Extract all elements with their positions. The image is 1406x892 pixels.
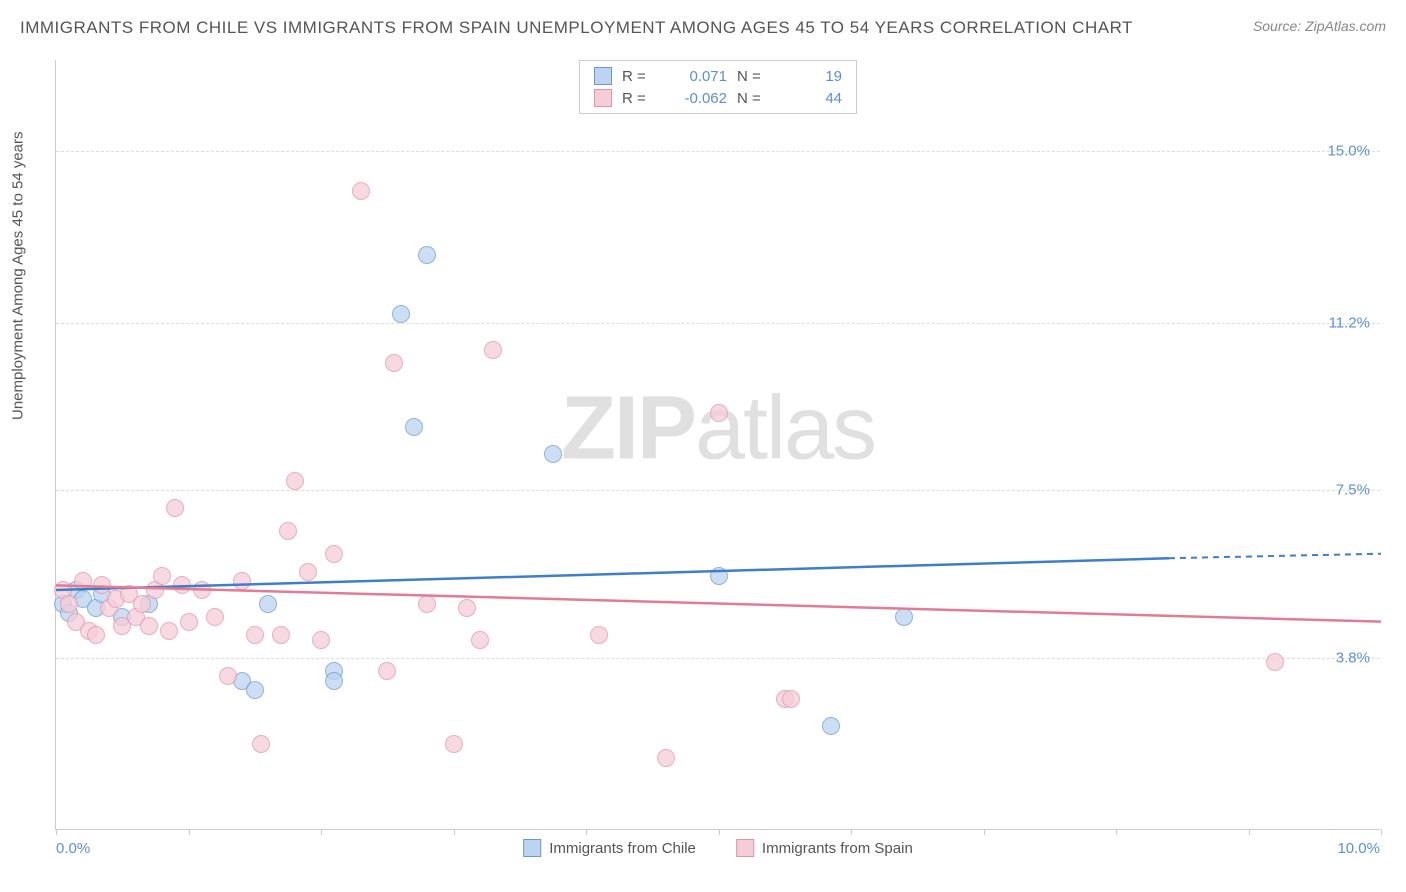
data-point bbox=[133, 595, 151, 613]
data-point bbox=[1266, 653, 1284, 671]
data-point bbox=[352, 182, 370, 200]
r-label: R = bbox=[622, 90, 657, 107]
data-point bbox=[272, 626, 290, 644]
x-tick-mark bbox=[321, 829, 322, 835]
legend-series: Immigrants from Chile Immigrants from Sp… bbox=[523, 839, 913, 857]
data-point bbox=[153, 567, 171, 585]
data-point bbox=[279, 522, 297, 540]
series-label-chile: Immigrants from Chile bbox=[549, 840, 696, 857]
x-tick-mark bbox=[1116, 829, 1117, 835]
gridline bbox=[56, 323, 1380, 324]
data-point bbox=[74, 572, 92, 590]
data-point bbox=[252, 735, 270, 753]
data-point bbox=[484, 341, 502, 359]
data-point bbox=[657, 749, 675, 767]
data-point bbox=[544, 445, 562, 463]
y-tick-label: 7.5% bbox=[1336, 482, 1370, 499]
x-tick-mark bbox=[454, 829, 455, 835]
data-point bbox=[246, 626, 264, 644]
x-tick-max: 10.0% bbox=[1337, 840, 1380, 857]
y-tick-label: 15.0% bbox=[1327, 142, 1370, 159]
legend-swatch-chile bbox=[523, 839, 541, 857]
data-point bbox=[259, 595, 277, 613]
n-value-chile: 19 bbox=[782, 68, 842, 85]
gridline bbox=[56, 151, 1380, 152]
data-point bbox=[418, 246, 436, 264]
data-point bbox=[445, 735, 463, 753]
y-axis-title: Unemployment Among Ages 45 to 54 years bbox=[10, 131, 27, 420]
data-point bbox=[166, 499, 184, 517]
gridline bbox=[56, 658, 1380, 659]
x-tick-mark bbox=[56, 829, 57, 835]
data-point bbox=[325, 672, 343, 690]
series-label-spain: Immigrants from Spain bbox=[762, 840, 913, 857]
data-point bbox=[471, 631, 489, 649]
data-point bbox=[458, 599, 476, 617]
data-point bbox=[895, 608, 913, 626]
r-value-spain: -0.062 bbox=[667, 90, 727, 107]
data-point bbox=[710, 567, 728, 585]
data-point bbox=[180, 613, 198, 631]
data-point bbox=[590, 626, 608, 644]
data-point bbox=[60, 595, 78, 613]
data-point bbox=[219, 667, 237, 685]
legend-swatch-spain bbox=[736, 839, 754, 857]
data-point bbox=[286, 472, 304, 490]
data-point bbox=[385, 354, 403, 372]
x-tick-mark bbox=[719, 829, 720, 835]
gridline bbox=[56, 490, 1380, 491]
data-point bbox=[325, 545, 343, 563]
data-point bbox=[140, 617, 158, 635]
x-tick-mark bbox=[1381, 829, 1382, 835]
data-point bbox=[312, 631, 330, 649]
data-point bbox=[710, 404, 728, 422]
n-label: N = bbox=[737, 68, 772, 85]
data-point bbox=[193, 581, 211, 599]
data-point bbox=[206, 608, 224, 626]
y-tick-label: 11.2% bbox=[1329, 314, 1370, 331]
data-point bbox=[233, 572, 251, 590]
legend-swatch-spain bbox=[594, 89, 612, 107]
x-tick-mark bbox=[984, 829, 985, 835]
n-value-spain: 44 bbox=[782, 90, 842, 107]
legend-stats: R = 0.071 N = 19 R = -0.062 N = 44 bbox=[579, 60, 857, 114]
watermark: ZIPatlas bbox=[561, 378, 875, 481]
r-value-chile: 0.071 bbox=[667, 68, 727, 85]
x-tick-mark bbox=[1249, 829, 1250, 835]
data-point bbox=[246, 681, 264, 699]
chart-title: IMMIGRANTS FROM CHILE VS IMMIGRANTS FROM… bbox=[20, 18, 1386, 38]
y-tick-label: 3.8% bbox=[1336, 649, 1370, 666]
data-point bbox=[299, 563, 317, 581]
data-point bbox=[405, 418, 423, 436]
data-point bbox=[782, 690, 800, 708]
data-point bbox=[173, 576, 191, 594]
r-label: R = bbox=[622, 68, 657, 85]
data-point bbox=[378, 662, 396, 680]
data-point bbox=[87, 626, 105, 644]
data-point bbox=[418, 595, 436, 613]
x-tick-min: 0.0% bbox=[56, 840, 90, 857]
plot-area: ZIPatlas R = 0.071 N = 19 R = -0.062 N =… bbox=[55, 60, 1380, 830]
x-tick-mark bbox=[851, 829, 852, 835]
source-label: Source: ZipAtlas.com bbox=[1253, 18, 1386, 34]
legend-swatch-chile bbox=[594, 67, 612, 85]
n-label: N = bbox=[737, 90, 772, 107]
data-point bbox=[822, 717, 840, 735]
data-point bbox=[392, 305, 410, 323]
data-point bbox=[160, 622, 178, 640]
x-tick-mark bbox=[586, 829, 587, 835]
x-tick-mark bbox=[189, 829, 190, 835]
